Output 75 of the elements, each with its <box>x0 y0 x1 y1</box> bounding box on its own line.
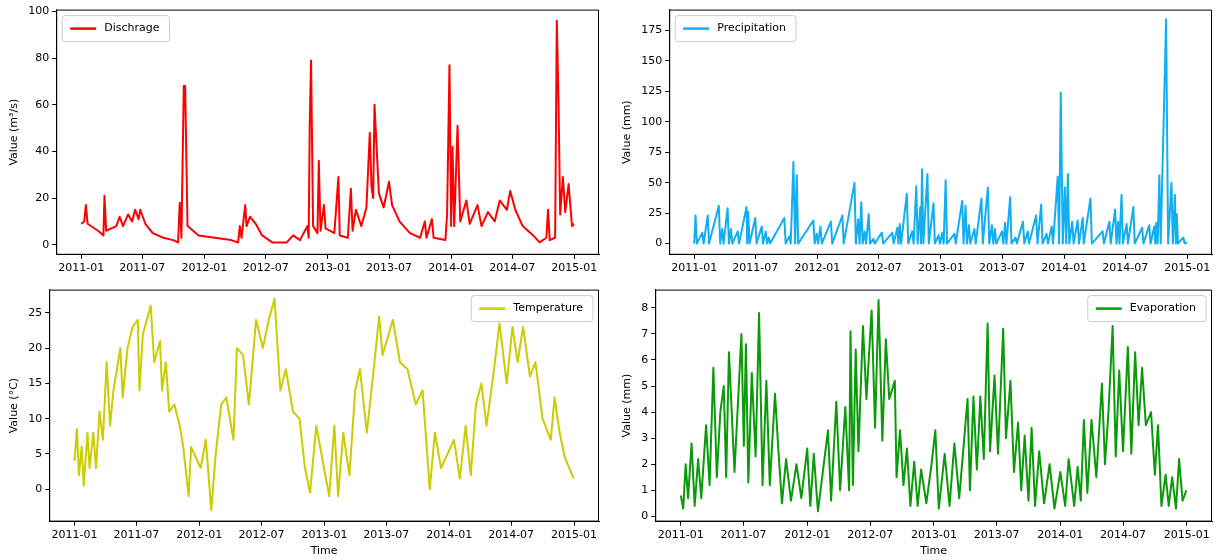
y-axis-title: Value (mm) <box>620 373 634 438</box>
y-tick-label: 150 <box>641 53 663 67</box>
legend-label: Temperature <box>512 301 584 315</box>
legend-label: Dischrage <box>104 21 160 35</box>
x-tick-label: 2011-07 <box>732 261 779 275</box>
x-tick-label: 2011-01 <box>671 261 718 275</box>
x-tick-label: 2012-07 <box>855 261 902 275</box>
y-tick-label: 50 <box>648 175 663 189</box>
y-tick-label: 60 <box>35 97 50 111</box>
x-tick-label: 2013-07 <box>363 528 410 542</box>
x-tick-label: 2013-07 <box>973 528 1020 542</box>
x-tick-label: 2012-01 <box>176 528 223 542</box>
x-tick-label: 2014-01 <box>1037 528 1084 542</box>
x-tick-label: 2014-07 <box>489 261 536 275</box>
y-tick-label: 1 <box>641 483 649 497</box>
x-tick-label: 2013-01 <box>910 528 957 542</box>
y-tick-label: 0 <box>655 236 663 250</box>
y-tick-label: 5 <box>35 446 43 460</box>
y-tick-label: 4 <box>641 404 649 418</box>
y-tick-label: 6 <box>641 352 649 366</box>
x-tick-label: 2014-07 <box>1100 528 1146 542</box>
x-tick-label: 2014-07 <box>488 528 535 542</box>
legend-label: Evaporation <box>1129 301 1197 315</box>
y-axis-title: Value (°C) <box>7 377 21 434</box>
x-tick-label: 2015-01 <box>551 528 598 542</box>
x-tick-label: 2014-07 <box>1102 261 1149 275</box>
y-tick-label: 100 <box>28 4 50 18</box>
y-tick-label: 3 <box>641 431 649 445</box>
y-tick-label: 7 <box>641 326 649 340</box>
y-tick-label: 25 <box>648 205 663 219</box>
x-tick-label: 2011-07 <box>119 261 166 275</box>
x-tick-label: 2013-07 <box>979 261 1026 275</box>
x-tick-label: 2011-07 <box>113 528 160 542</box>
x-tick-label: 2011-01 <box>51 528 98 542</box>
x-tick-label: 2011-01 <box>657 528 704 542</box>
y-tick-label: 20 <box>28 340 43 354</box>
y-tick-label: 0 <box>641 509 649 523</box>
x-tick-label: 2012-01 <box>181 261 228 275</box>
x-tick-label: 2011-01 <box>58 261 105 275</box>
y-tick-label: 8 <box>641 300 649 314</box>
y-tick-label: 15 <box>28 376 43 390</box>
x-tick-label: 2012-01 <box>784 528 831 542</box>
x-tick-label: 2013-01 <box>301 528 348 542</box>
y-axis-title: Value (mm) <box>620 100 634 165</box>
y-tick-label: 125 <box>641 84 663 98</box>
y-tick-label: 175 <box>641 23 663 37</box>
x-tick-label: 2013-01 <box>917 261 964 275</box>
x-tick-label: 2012-07 <box>238 528 285 542</box>
x-tick-label: 2015-01 <box>1164 261 1211 275</box>
x-tick-label: 2014-01 <box>426 528 473 542</box>
y-tick-label: 10 <box>28 411 43 425</box>
x-tick-label: 2011-07 <box>720 528 767 542</box>
y-tick-label: 20 <box>35 190 50 204</box>
y-tick-label: 40 <box>35 144 50 158</box>
x-axis-title: Time <box>309 544 338 558</box>
x-tick-label: 2014-01 <box>428 261 475 275</box>
x-tick-label: 2014-01 <box>1041 261 1088 275</box>
y-axis-title: Value (m³/s) <box>7 98 21 166</box>
y-tick-label: 80 <box>35 50 50 64</box>
y-tick-label: 0 <box>35 482 43 496</box>
y-tick-label: 0 <box>42 237 50 251</box>
y-tick-label: 5 <box>641 378 649 392</box>
x-tick-label: 2012-07 <box>242 261 289 275</box>
x-tick-label: 2013-07 <box>366 261 413 275</box>
x-axis-title: Time <box>919 544 948 558</box>
y-tick-label: 75 <box>648 145 663 159</box>
x-tick-label: 2012-07 <box>847 528 894 542</box>
x-tick-label: 2015-01 <box>551 261 598 275</box>
x-tick-label: 2012-01 <box>794 261 841 275</box>
x-tick-label: 2013-01 <box>304 261 351 275</box>
y-tick-label: 25 <box>28 305 43 319</box>
y-tick-label: 2 <box>641 457 649 471</box>
x-tick-label: 2015-01 <box>1163 528 1210 542</box>
legend-label: Precipitation <box>717 21 786 35</box>
y-tick-label: 100 <box>641 114 663 128</box>
